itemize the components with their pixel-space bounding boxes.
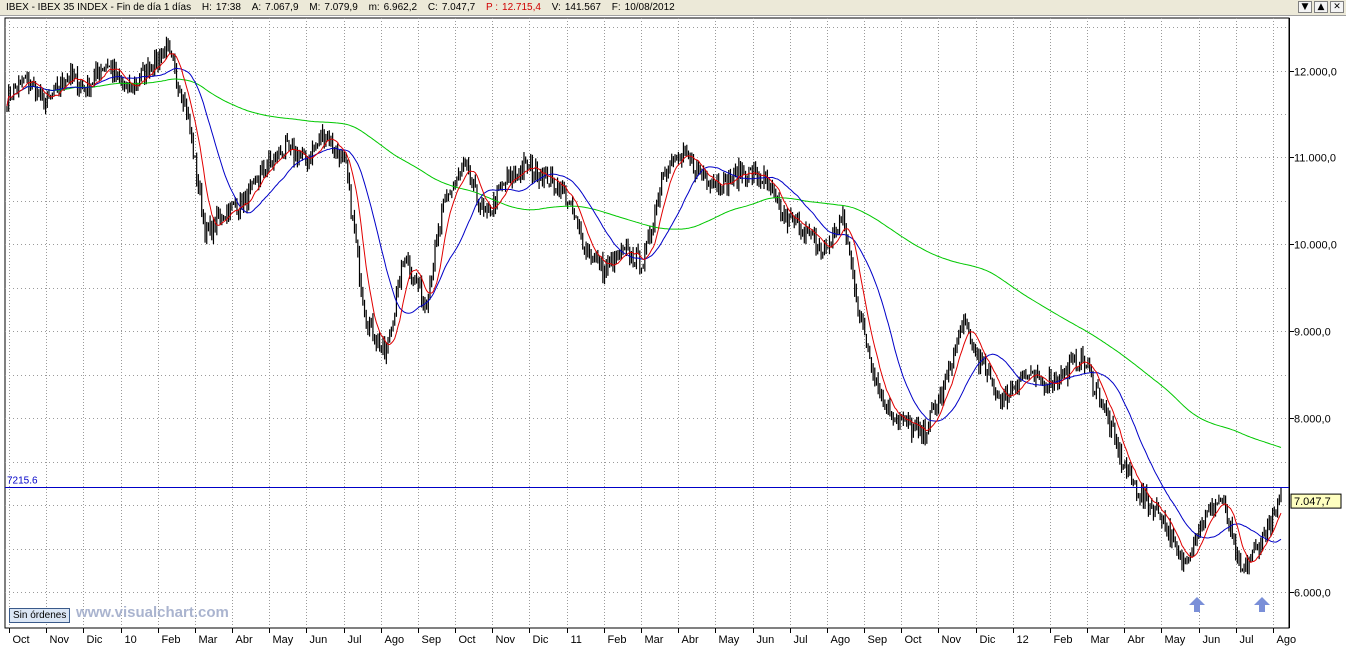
x-tick-label: 11 — [571, 634, 582, 646]
x-tick-label: Ago — [385, 634, 405, 646]
a-label: A: — [251, 2, 262, 13]
h-value: 17:38 — [215, 2, 241, 13]
x-tick-label: Oct — [459, 634, 476, 646]
x-tick-label: Jul — [1240, 634, 1254, 646]
x-tick-label: Sep — [422, 634, 442, 646]
x-tick-label: Ago — [831, 634, 851, 646]
x-tick-label: Jun — [1203, 634, 1221, 646]
ma-short-line — [6, 53, 1282, 564]
signal-arrow-icon — [1254, 597, 1270, 612]
x-tick-label: Nov — [50, 634, 70, 646]
x-tick-label: Jun — [310, 634, 328, 646]
low-label: m: — [368, 2, 380, 13]
x-tick-label: Jul — [348, 634, 362, 646]
x-tick-label: Abr — [682, 634, 699, 646]
x-tick-label: Feb — [608, 634, 627, 646]
a-value: 7.067,9 — [265, 2, 299, 13]
x-tick-label: 10 — [125, 634, 137, 646]
x-tick-label: Abr — [1128, 634, 1145, 646]
watermark: www.visualchart.com — [76, 604, 229, 621]
candles-group — [6, 36, 1282, 575]
f-label: F: — [611, 2, 621, 13]
maximize-button[interactable]: ▲ — [1314, 1, 1328, 13]
quote-header: IBEX - IBEX 35 INDEX - Fin de día 1 días… — [0, 0, 1346, 16]
level-label: 7215.6 — [7, 476, 38, 487]
x-tick-label: Jun — [757, 634, 775, 646]
x-tick-label: Dic — [533, 634, 549, 646]
x-tick-label: Nov — [496, 634, 516, 646]
p-value: 12.715,4 — [502, 2, 541, 13]
plot-area — [4, 17, 1290, 629]
m-value: 7.079,9 — [324, 2, 358, 13]
x-tick-label: May — [1165, 634, 1186, 646]
x-tick-label: Mar — [199, 634, 218, 646]
x-tick-label: May — [273, 634, 294, 646]
x-tick-label: Mar — [645, 634, 664, 646]
f-value: 10/08/2012 — [624, 2, 675, 13]
orders-status-button[interactable]: Sin órdenes — [9, 608, 71, 623]
y-tick-label: 12.000,0 — [1294, 67, 1337, 79]
c-label: C: — [427, 2, 438, 13]
h-label: H: — [201, 2, 212, 13]
minimize-button[interactable]: ▼ — [1298, 1, 1312, 13]
close-button[interactable]: ✕ — [1330, 1, 1344, 13]
price-chart[interactable]: Oct Nov Dic 10 Feb Mar Abr May Jun Jul Ago Sep Oct No… — [0, 16, 1346, 647]
signal-arrow-icon — [1189, 597, 1205, 612]
x-tick-label: Mar — [1091, 634, 1110, 646]
c-value: 7.047,7 — [441, 2, 476, 13]
y-tick-label: 11.000,0 — [1294, 153, 1336, 165]
x-tick-label: Oct — [13, 634, 30, 646]
x-tick-label: Ago — [1277, 634, 1297, 646]
last-price-label: 7.047,7 — [1294, 496, 1331, 508]
x-tick-label: Feb — [1054, 634, 1073, 646]
p-label: P : — [485, 2, 499, 13]
y-tick-label: 9.000,0 — [1294, 327, 1331, 339]
x-tick-label: Dic — [980, 634, 996, 646]
v-label: V: — [551, 2, 561, 13]
x-tick-label: Nov — [942, 634, 962, 646]
x-tick-label: Dic — [87, 634, 103, 646]
v-value: 141.567 — [564, 2, 601, 13]
low-value: 6.962,2 — [383, 2, 418, 13]
x-tick-label: Sep — [868, 634, 888, 646]
ma-long-line — [6, 78, 1282, 448]
x-tick-label: May — [719, 634, 740, 646]
x-tick-label: Abr — [236, 634, 253, 646]
x-tick-label: Oct — [905, 634, 922, 646]
x-tick-label: 12 — [1017, 634, 1029, 646]
x-tick-label: Feb — [162, 634, 181, 646]
last-price-box — [1290, 493, 1342, 509]
y-tick-label: 10.000,0 — [1294, 240, 1337, 252]
y-tick-label: 6.000,0 — [1294, 588, 1331, 600]
m-label: M: — [309, 2, 321, 13]
y-tick-label: 8.000,0 — [1294, 414, 1331, 426]
x-tick-label: Jul — [794, 634, 808, 646]
symbol-title: IBEX - IBEX 35 INDEX - Fin de día 1 días — [6, 2, 192, 13]
